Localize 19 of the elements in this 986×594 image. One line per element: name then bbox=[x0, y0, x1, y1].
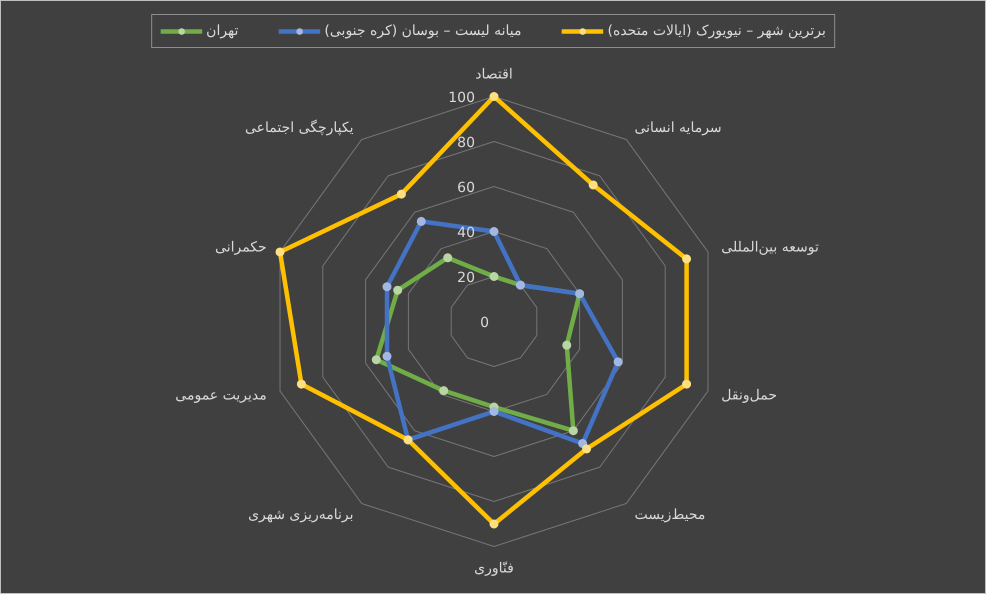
spoke-label: فنّاوری bbox=[474, 560, 514, 576]
spoke-label: اقتصاد bbox=[475, 66, 513, 82]
y-tick-label: 40 bbox=[457, 225, 476, 241]
spoke-label: سرمایه انسانی bbox=[634, 120, 722, 136]
y-tick-label: 100 bbox=[448, 90, 476, 106]
legend-label: تهران bbox=[206, 23, 238, 39]
y-tick-label: 60 bbox=[457, 180, 476, 196]
spoke-label: مدیریت عمومی bbox=[175, 387, 267, 404]
spoke-label: توسعه بین‌المللی bbox=[721, 240, 819, 256]
legend-label: برترین شهر – نیویورک (ایالات متحده) bbox=[608, 23, 826, 39]
spoke-label: حمل‌ونقل bbox=[721, 387, 778, 404]
y-tick-label: 80 bbox=[457, 135, 476, 151]
spoke-label: محیط‌زیست bbox=[634, 506, 706, 523]
y-tick-label: 0 bbox=[480, 315, 490, 331]
spoke-label: یکپارچگی اجتماعی bbox=[244, 119, 354, 136]
legend-label: میانه لیست – بوسان (کره جنوبی) bbox=[324, 23, 522, 39]
spoke-label: برنامه‌ریزی شهری bbox=[248, 506, 354, 523]
y-tick-label: 20 bbox=[457, 270, 476, 286]
spoke-label: حکمرانی bbox=[215, 240, 267, 256]
